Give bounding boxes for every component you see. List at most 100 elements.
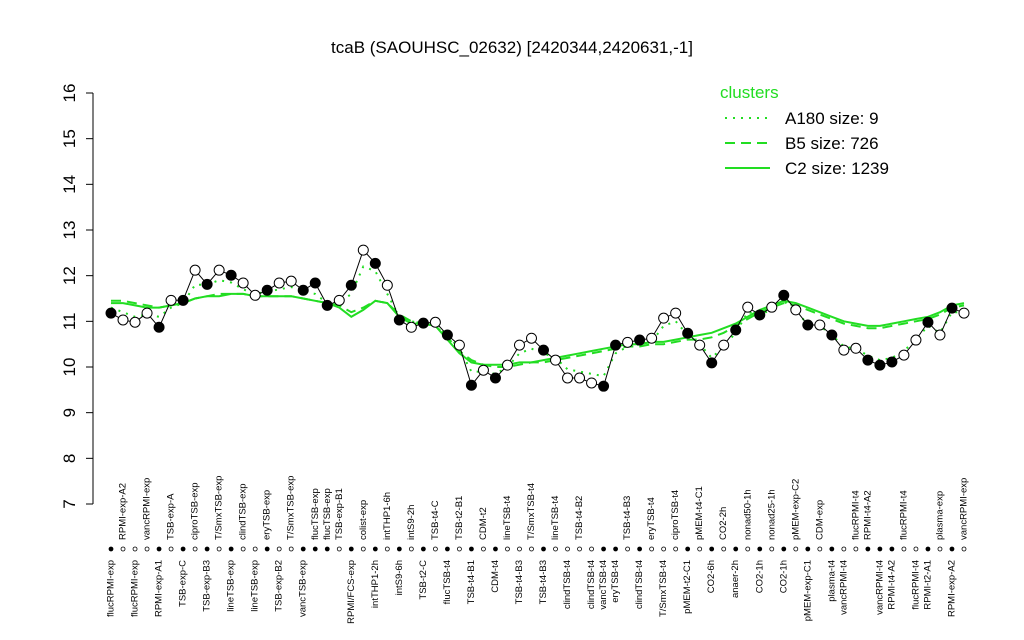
sample-dot xyxy=(697,546,703,552)
sample-dot xyxy=(469,546,474,552)
sample-dot xyxy=(384,546,390,552)
sample-dot xyxy=(180,546,186,552)
x-category-label: TSB-exp-B2 xyxy=(274,560,285,612)
y-tick-label: 15 xyxy=(60,129,79,148)
sample-dot xyxy=(853,546,859,552)
x-category-label: pMEM-t4-C1 xyxy=(694,486,705,540)
sample-dot xyxy=(444,546,450,552)
sample-dot xyxy=(661,546,667,552)
sample-point xyxy=(886,356,898,368)
sample-point xyxy=(598,380,610,392)
sample-dot xyxy=(649,546,655,552)
x-category-label: CDM-t4 xyxy=(490,560,501,593)
sample-point xyxy=(453,339,465,351)
sample-point xyxy=(682,327,694,339)
x-category-label: anaer-2h xyxy=(730,560,741,598)
sample-dot xyxy=(865,546,871,552)
x-category-label: intTHP1-6h xyxy=(382,492,393,540)
sample-dot xyxy=(408,546,414,552)
sample-point xyxy=(477,364,489,376)
sample-dot xyxy=(541,546,546,552)
x-category-label: ciproTSB-t4 xyxy=(670,490,681,540)
sample-dot xyxy=(517,546,522,552)
x-category-label: lineTSB-t4 xyxy=(550,496,561,540)
sample-dot xyxy=(204,546,210,552)
x-category-label: RPMI-t2-A1 xyxy=(922,560,933,610)
x-category-label: CO2-6h xyxy=(706,560,717,593)
x-category-label: TSB-t2-C xyxy=(418,560,429,600)
sample-dot xyxy=(553,546,558,552)
x-category-label: intS9-2h xyxy=(406,505,417,540)
sample-point xyxy=(273,277,285,289)
sample-point xyxy=(802,319,814,331)
x-category-label: TSB-t2-B1 xyxy=(454,496,465,540)
x-category-label: intTHP1-2h xyxy=(370,560,381,608)
sample-point xyxy=(850,342,862,354)
x-category-label: flucTSB-t4 xyxy=(442,560,453,604)
x-category-label: T/SmxTSB-t4 xyxy=(526,483,537,540)
sample-dot xyxy=(589,546,594,552)
y-tick-label: 9 xyxy=(60,408,79,417)
sample-point xyxy=(718,339,730,351)
sample-point xyxy=(441,329,453,341)
sample-point xyxy=(658,312,670,324)
sample-point xyxy=(333,294,345,306)
sample-point xyxy=(742,301,754,313)
sample-dot xyxy=(901,546,907,552)
legend-label: A180 size: 9 xyxy=(785,109,879,128)
sample-dot xyxy=(565,546,570,552)
sample-dot xyxy=(757,546,763,552)
sample-dot xyxy=(312,546,318,552)
chart-title: tcaB (SAOUHSC_02632) [2420344,2420631,-1… xyxy=(331,38,693,57)
x-category-label: eryTSB-t4 xyxy=(646,497,657,540)
sample-point xyxy=(646,332,658,344)
sample-dot xyxy=(144,546,150,552)
sample-dot xyxy=(913,546,919,552)
sample-point xyxy=(489,372,501,384)
sample-point xyxy=(213,264,225,276)
x-category-label: pMEM-t2-C1 xyxy=(682,560,693,614)
sample-point xyxy=(525,332,537,344)
x-category-label: clindTSB-t4 xyxy=(634,560,645,609)
sample-dot xyxy=(625,546,631,552)
sample-dot xyxy=(721,546,727,552)
sample-dot xyxy=(673,546,679,552)
sample-point xyxy=(946,302,958,314)
x-category-label: RPMI-exp-A2 xyxy=(946,560,957,617)
sample-dot xyxy=(348,546,354,552)
sample-dot xyxy=(577,546,582,552)
sample-dot xyxy=(493,546,498,552)
sample-dot xyxy=(733,546,739,552)
sample-dot xyxy=(264,546,270,552)
sample-dot xyxy=(925,546,931,552)
sample-point xyxy=(538,344,550,356)
x-category-label: TSB-t4-B1 xyxy=(466,560,477,604)
sample-dot xyxy=(613,546,618,552)
x-category-label: vancRPMI-exp xyxy=(959,478,970,540)
sample-dot xyxy=(276,546,282,552)
x-category-label: clindTSB-t4 xyxy=(562,560,573,609)
x-category-label: T/SmxTSB-t4 xyxy=(658,560,669,617)
x-category-label: clindTSB-exp xyxy=(238,484,249,541)
x-category-label: RPMI-t4-A2 xyxy=(886,560,897,610)
sample-point xyxy=(730,324,742,336)
sample-point xyxy=(766,301,778,313)
sample-point xyxy=(958,307,970,319)
x-category-label: CO2-2h xyxy=(718,507,729,540)
sample-dot xyxy=(360,546,366,552)
x-category-label: ciproTSB-exp xyxy=(190,482,201,540)
sample-dot xyxy=(769,546,775,552)
sample-dot xyxy=(817,546,823,552)
sample-point xyxy=(189,264,201,276)
sample-dot xyxy=(529,546,534,552)
sample-point xyxy=(898,349,910,361)
sample-point xyxy=(513,339,525,351)
sample-dot xyxy=(745,546,751,552)
sample-point xyxy=(754,309,766,321)
sample-point xyxy=(225,269,237,281)
y-tick-label: 14 xyxy=(60,175,79,194)
sample-dot xyxy=(156,546,162,552)
x-category-label: T/SmxTSB-exp xyxy=(214,476,225,540)
sample-point xyxy=(429,316,441,328)
sample-point xyxy=(874,359,886,371)
